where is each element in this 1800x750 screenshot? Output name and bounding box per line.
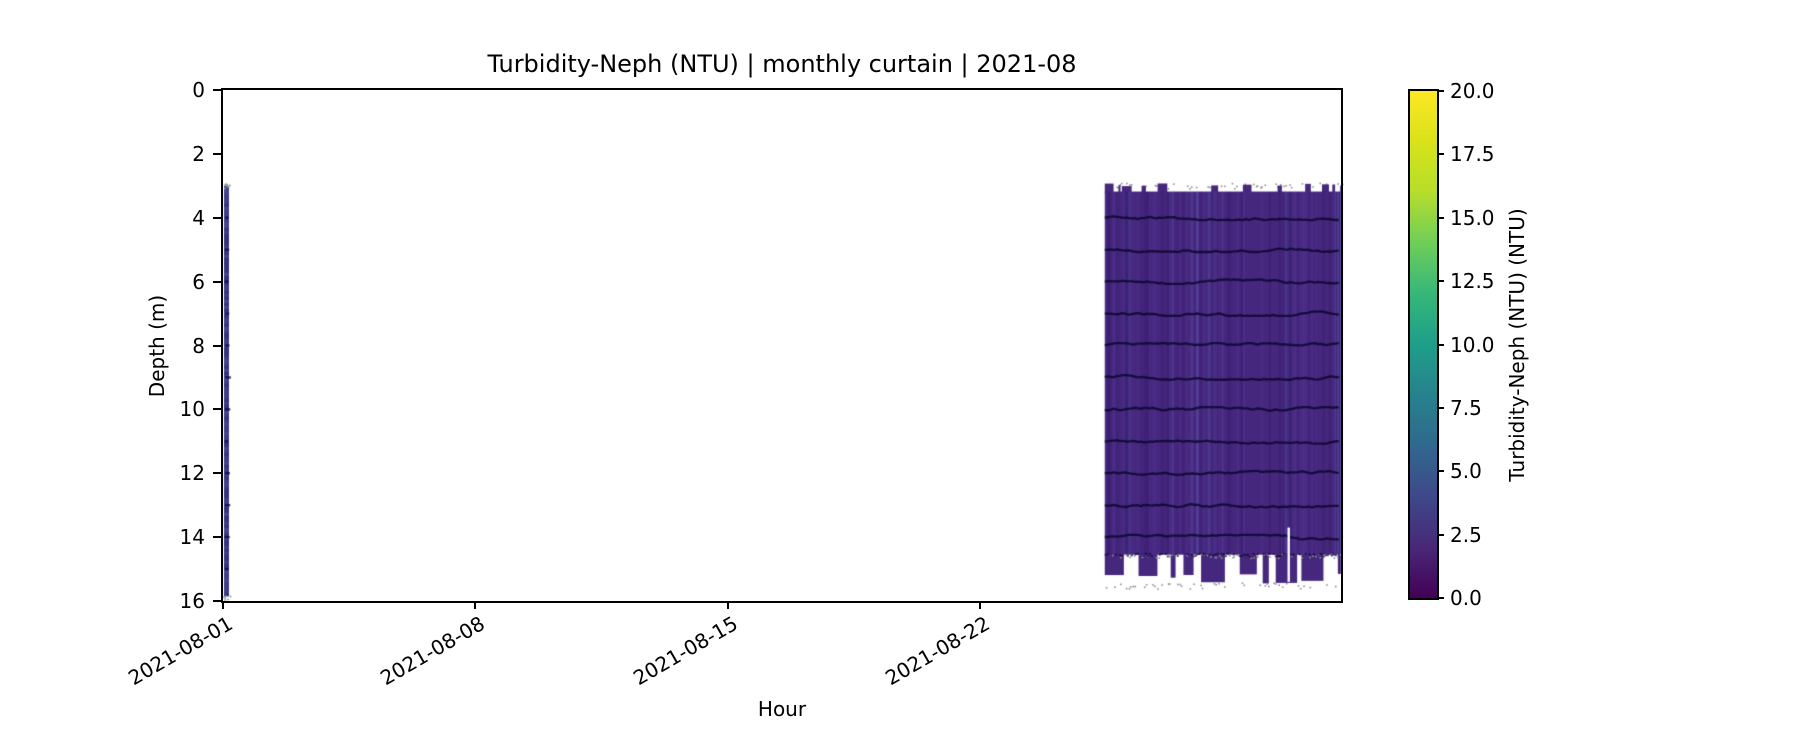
y-tick-label: 4 <box>192 205 205 230</box>
colorbar-tick-label: 17.5 <box>1450 142 1495 167</box>
y-tick-label: 10 <box>179 397 205 422</box>
colorbar-tick-mark <box>1437 90 1444 92</box>
colorbar <box>1408 89 1439 600</box>
colorbar-tick-mark <box>1437 216 1444 219</box>
colorbar-tick-label: 15.0 <box>1450 205 1495 230</box>
y-tick-mark <box>213 280 221 283</box>
colorbar-tick-mark <box>1437 533 1444 536</box>
y-tick-mark <box>213 600 221 602</box>
y-tick-mark <box>213 152 221 155</box>
x-tick-mark <box>222 601 224 609</box>
y-tick-label: 0 <box>192 78 205 102</box>
x-tick-mark <box>726 601 729 609</box>
y-tick-mark <box>213 344 221 347</box>
y-tick-label: 8 <box>192 333 205 358</box>
colorbar-tick-mark <box>1437 597 1444 599</box>
y-tick-label: 14 <box>179 525 205 550</box>
x-tick-mark <box>474 601 477 609</box>
colorbar-tick-label: 12.5 <box>1450 269 1495 294</box>
colorbar-tick-label: 2.5 <box>1450 522 1482 547</box>
y-tick-label: 6 <box>192 269 205 294</box>
colorbar-tick-label: 20.0 <box>1450 79 1495 103</box>
x-tick-mark <box>979 601 982 609</box>
y-tick-mark <box>213 216 221 219</box>
y-tick-label: 16 <box>179 589 205 613</box>
colorbar-tick-mark <box>1437 470 1444 473</box>
y-tick-mark <box>213 408 221 411</box>
y-tick-label: 2 <box>192 141 205 166</box>
colorbar-tick-mark <box>1437 280 1444 283</box>
colorbar-tick-label: 10.0 <box>1450 332 1495 357</box>
y-tick-mark <box>213 536 221 539</box>
colorbar-gradient <box>1410 91 1437 598</box>
colorbar-tick-label: 0.0 <box>1450 586 1482 610</box>
x-axis-label: Hour <box>757 697 807 721</box>
colorbar-tick-mark <box>1437 343 1444 346</box>
y-tick-mark <box>213 472 221 475</box>
y-tick-mark <box>213 89 221 91</box>
chart-title: Turbidity-Neph (NTU) | monthly curtain |… <box>487 50 1077 78</box>
colorbar-label: Turbidity-Neph (NTU) (NTU) <box>1505 208 1529 482</box>
y-tick-label: 12 <box>179 461 205 486</box>
colorbar-tick-mark <box>1437 406 1444 409</box>
colorbar-tick-label: 7.5 <box>1450 395 1482 420</box>
colorbar-tick-label: 5.0 <box>1450 459 1482 484</box>
colorbar-tick-mark <box>1437 153 1444 156</box>
